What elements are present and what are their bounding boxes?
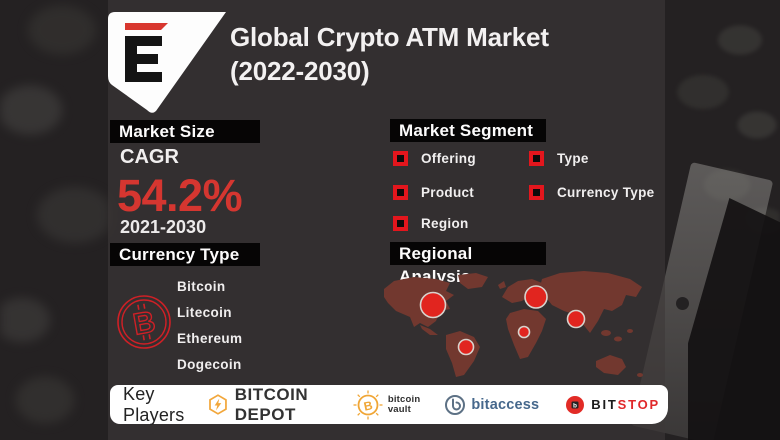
- segment-item-region: Region: [393, 216, 469, 231]
- region-dot-asia: [566, 309, 586, 329]
- bitcoin-vault-icon: B: [353, 390, 383, 419]
- content-panel: [108, 0, 665, 440]
- brand-logo: [106, 8, 231, 119]
- segment-item-offering: Offering: [393, 151, 476, 166]
- checkbox-icon: [393, 151, 408, 166]
- region-dot-europe: [524, 285, 548, 309]
- svg-text:b: b: [573, 402, 577, 409]
- bitstop-name: BITSTOP: [591, 397, 660, 412]
- checkbox-icon: [529, 151, 544, 166]
- bitcoin-depot-logo: BITCOIN DEPOT: [208, 385, 331, 425]
- currency-item: Dogecoin: [177, 356, 242, 372]
- segment-label: Product: [421, 185, 475, 200]
- background-foliage-left: [0, 0, 110, 440]
- region-dot-africa: [517, 325, 531, 339]
- regional-analysis-heading: Regional Analysis: [390, 242, 546, 286]
- logo-shape-icon: [108, 12, 226, 113]
- bitcoin-vault-logo: B bitcoin vault: [353, 390, 421, 420]
- bitstop-icon: b: [566, 395, 585, 414]
- bitaccess-icon: [445, 394, 466, 415]
- segment-label: Region: [421, 216, 469, 231]
- currency-list: Bitcoin Litecoin Ethereum Dogecoin: [177, 273, 242, 377]
- currency-type-heading: Currency Type: [110, 243, 260, 266]
- segment-item-type: Type: [529, 151, 589, 166]
- checkbox-icon: [393, 216, 408, 231]
- bitaccess-logo: bitaccess: [444, 394, 539, 416]
- segment-label: Offering: [421, 151, 476, 166]
- cagr-period: 2021-2030: [120, 217, 207, 237]
- bitstop-logo: b BITSTOP: [565, 395, 660, 415]
- checkbox-icon: [393, 185, 408, 200]
- bitcoin-depot-name: BITCOIN DEPOT: [234, 384, 309, 424]
- bitcoin-icon: B: [114, 292, 174, 357]
- key-players-label: Key Players: [123, 383, 185, 425]
- page-title: Global Crypto ATM Market (2022-2030): [230, 20, 549, 88]
- market-size-heading: Market Size: [110, 120, 260, 143]
- title-line-2: (2022-2030): [230, 56, 370, 86]
- title-line-1: Global Crypto ATM Market: [230, 22, 549, 52]
- region-dot-north-america: [419, 291, 447, 319]
- bitaccess-name: bitaccess: [471, 396, 540, 413]
- segment-label: Currency Type: [557, 185, 655, 200]
- cagr-label: CAGR: [120, 146, 179, 168]
- svg-text:B: B: [362, 398, 374, 414]
- world-map: [384, 267, 665, 389]
- market-segment-heading: Market Segment: [390, 119, 546, 142]
- segment-label: Type: [557, 151, 589, 166]
- bitcoin-vault-name: bitcoin vault: [387, 393, 421, 415]
- currency-item: Ethereum: [177, 330, 243, 346]
- region-dot-south-america: [457, 338, 475, 356]
- segment-item-product: Product: [393, 185, 474, 200]
- currency-item: Litecoin: [177, 304, 232, 320]
- cagr-value: 54.2%: [117, 170, 243, 221]
- bitcoin-depot-icon: [208, 394, 227, 415]
- key-players-bar: Key Players BITCOIN DEPOT B: [110, 383, 668, 425]
- currency-item: Bitcoin: [177, 278, 226, 294]
- background-atm-button: [676, 297, 689, 310]
- checkbox-icon: [529, 185, 544, 200]
- region-dots: [419, 285, 586, 356]
- segment-item-currency-type: Currency Type: [529, 185, 654, 200]
